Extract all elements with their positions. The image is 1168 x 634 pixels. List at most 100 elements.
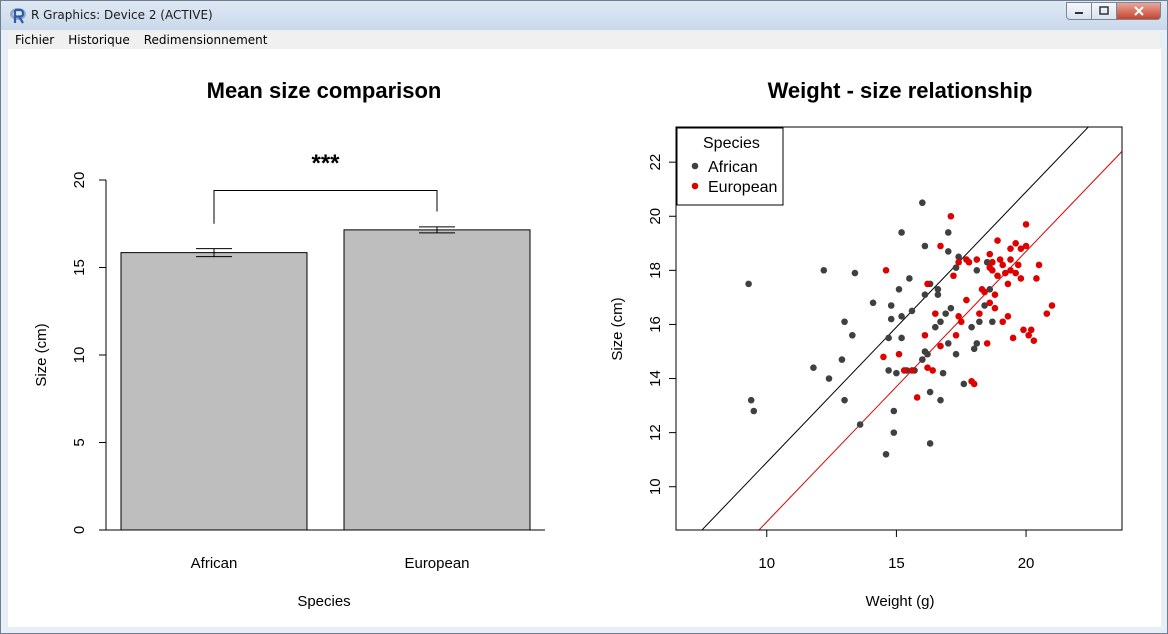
scatter-y-tick-label: 20: [647, 208, 664, 225]
scatter-point-african: [898, 313, 905, 320]
scatter-x-tick-label: 20: [1018, 555, 1035, 572]
bar-chart: Mean size comparison 0 5 10 15 20 African Eur…: [33, 78, 545, 610]
scatter-y-tick-label: 10: [647, 478, 664, 495]
scatter-point-african: [810, 364, 817, 372]
bar-chart-title: Mean size comparison: [207, 78, 442, 103]
legend-marker-european: [691, 182, 699, 190]
scatter-point-european: [913, 394, 921, 401]
scatter-point-african: [849, 331, 856, 339]
bar-y-tick-label: 15: [71, 259, 88, 276]
scatter-point-european: [900, 367, 908, 374]
title-bar[interactable]: R Graphics: Device 2 (ACTIVE): [1, 1, 1167, 30]
scatter-point-african: [885, 367, 892, 374]
scatter-point-european: [957, 318, 965, 326]
scatter-point-european: [924, 364, 931, 372]
scatter-point-african: [976, 318, 983, 326]
scatter-point-african: [934, 291, 942, 298]
menu-redimensionnement[interactable]: Redimensionnement: [143, 33, 268, 47]
scatter-point-european: [999, 261, 1007, 269]
scatter-point-european: [955, 313, 962, 320]
scatter-point-european: [1007, 267, 1014, 274]
significance-stars: ***: [311, 150, 340, 177]
scatter-point-african: [932, 323, 939, 331]
scatter-point-european: [1004, 313, 1012, 320]
scatter-point-african: [939, 369, 947, 377]
scatter-point-european: [994, 237, 1001, 244]
scatter-point-european: [1012, 240, 1019, 247]
scatter-point-european: [1017, 245, 1025, 253]
scatter-point-african: [944, 229, 952, 236]
bar-y-axis-label: Size (cm): [33, 323, 50, 386]
significance-bracket-line: [213, 190, 438, 224]
scatter-point-european: [963, 296, 970, 304]
bars: [120, 226, 531, 531]
scatter-x-tick-label: 10: [758, 555, 775, 572]
scatter-point-african: [825, 375, 833, 382]
scatter-x-axis: 10 15 20: [758, 529, 1035, 572]
scatter-point-european: [981, 288, 988, 296]
scatter-point-african: [968, 323, 975, 331]
scatter-point-european: [976, 310, 983, 317]
scatter-points: [745, 199, 1056, 458]
scatter-point-african: [973, 267, 981, 274]
plots-canvas: Mean size comparison 0 5 10 15 20 African Eur…: [33, 78, 1123, 610]
scatter-y-axis-label: Size (cm): [609, 297, 626, 360]
regression-line-european: [758, 150, 1122, 530]
bar-y-tick-label: 0: [71, 526, 88, 534]
maximize-button[interactable]: [1092, 2, 1117, 20]
menu-fichier[interactable]: Fichier: [15, 33, 55, 47]
legend-label-african: African: [708, 159, 758, 176]
minimize-button[interactable]: [1066, 2, 1092, 20]
menu-historique[interactable]: Historique: [68, 33, 130, 47]
regression-line-african: [701, 127, 1089, 530]
plot-area: Mean size comparison 0 5 10 15 20 African Eur…: [8, 49, 1161, 627]
scatter-point-european: [1022, 221, 1030, 228]
close-button[interactable]: [1117, 2, 1161, 20]
scatter-point-european: [986, 299, 994, 307]
scatter-y-tick-label: 18: [647, 262, 664, 279]
scatter-point-african: [890, 407, 898, 415]
scatter-point-european: [991, 291, 999, 298]
scatter-point-african: [942, 310, 949, 317]
scatter-point-african: [750, 407, 758, 415]
bar-y-tick-label: 5: [71, 438, 88, 446]
maximize-icon: [1099, 6, 1109, 15]
scatter-y-axis: 10 12 14 16 18 20 22: [647, 154, 677, 495]
scatter-point-african: [893, 369, 900, 377]
scatter-y-tick-label: 12: [647, 424, 664, 441]
bar-y-tick-label: 10: [71, 347, 88, 364]
scatter-point-african: [947, 304, 955, 312]
scatter-point-european: [1007, 245, 1014, 253]
scatter-point-african: [838, 356, 846, 363]
scatter-point-european: [970, 380, 978, 388]
scatter-point-european: [989, 258, 996, 266]
regression-lines: [701, 127, 1122, 530]
scatter-point-african: [924, 350, 931, 358]
scatter-point-african: [919, 356, 926, 363]
r-logo-icon: [10, 8, 26, 24]
scatter-chart-title: Weight - size relationship: [768, 78, 1033, 103]
scatter-point-african: [745, 280, 752, 288]
scatter-point-european: [955, 258, 962, 266]
scatter-point-african: [952, 350, 960, 358]
bar-european: [343, 229, 531, 531]
scatter-y-tick-label: 14: [647, 370, 664, 387]
scatter-point-african: [898, 334, 905, 342]
scatter-point-european: [965, 258, 973, 266]
scatter-point-european: [952, 331, 960, 339]
legend: Species African European: [676, 127, 784, 206]
scatter-point-european: [1025, 331, 1032, 339]
scatter-point-european: [1048, 302, 1056, 309]
scatter-point-african: [973, 340, 981, 347]
scatter-point-european: [937, 242, 944, 250]
scatter-y-tick-label: 16: [647, 316, 664, 333]
scatter-point-african: [890, 429, 898, 436]
scatter-point-african: [908, 307, 916, 315]
scatter-point-european: [921, 331, 929, 339]
scatter-point-african: [921, 291, 929, 298]
scatter-point-african: [981, 302, 988, 309]
scatter-point-european: [973, 256, 981, 263]
scatter-point-european: [989, 267, 996, 274]
scatter-point-european: [996, 256, 1004, 263]
